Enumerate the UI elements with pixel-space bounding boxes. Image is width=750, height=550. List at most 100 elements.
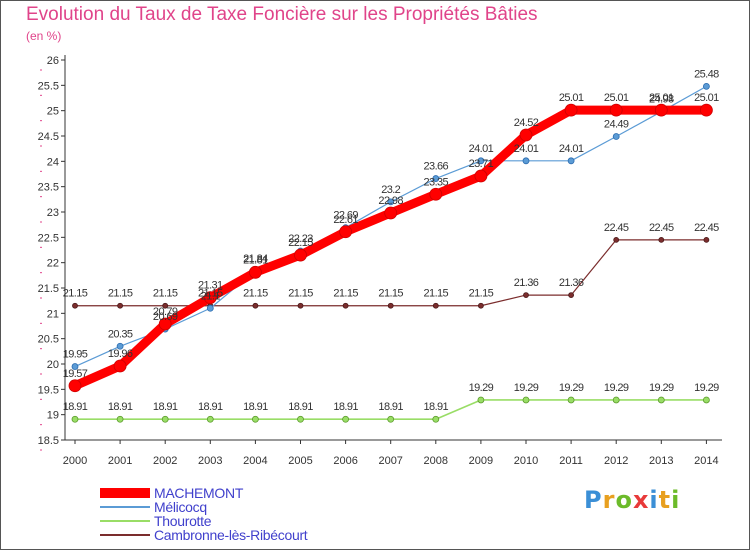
data-point-thourotte bbox=[432, 415, 440, 423]
y-tick-label: 20.5 bbox=[38, 334, 59, 346]
data-point-machemont bbox=[609, 103, 623, 117]
data-point-m-licocq bbox=[703, 82, 710, 90]
data-point-m-licocq bbox=[387, 198, 395, 206]
legend-item-machemont: MACHEMONT bbox=[100, 486, 400, 500]
data-label-m-licocq: 24.01 bbox=[469, 143, 494, 155]
legend-swatch bbox=[100, 488, 150, 498]
data-label-machemont: 19.96 bbox=[108, 348, 133, 360]
x-tick-label: 2008 bbox=[424, 455, 448, 467]
data-point-m-licocq bbox=[71, 363, 79, 370]
data-label-thourotte: 19.29 bbox=[694, 382, 719, 394]
y-tick-label: 19 bbox=[47, 410, 59, 422]
data-point-thourotte bbox=[342, 415, 350, 423]
data-point-thourotte bbox=[116, 415, 124, 423]
data-label-thourotte: 19.29 bbox=[649, 382, 674, 394]
data-point-machemont bbox=[294, 248, 307, 262]
data-label-machemont: 22.15 bbox=[288, 237, 313, 249]
x-tick-label: 2006 bbox=[333, 455, 357, 467]
data-label-machemont: 24.52 bbox=[514, 117, 539, 129]
data-label-cambronne-l-s-rib-court: 22.45 bbox=[649, 222, 674, 234]
legend: MACHEMONT Mélicocq Thourotte Cambronne-l… bbox=[100, 486, 400, 542]
y-tick-label: 25 bbox=[47, 106, 59, 118]
x-tick-label: 2014 bbox=[694, 455, 718, 467]
data-label-thourotte: 18.91 bbox=[198, 401, 223, 413]
y-tick-label: 25.5 bbox=[38, 80, 59, 92]
data-point-cambronne-l-s-rib-court bbox=[432, 302, 439, 309]
data-point-m-licocq bbox=[567, 157, 575, 165]
y-tick-label: 26 bbox=[47, 55, 59, 67]
data-label-cambronne-l-s-rib-court: 21.36 bbox=[514, 277, 539, 289]
data-point-cambronne-l-s-rib-court bbox=[523, 292, 529, 298]
legend-label: Mélicocq bbox=[154, 499, 207, 515]
data-point-m-licocq bbox=[206, 304, 214, 312]
x-tick-label: 2003 bbox=[198, 455, 222, 467]
data-point-m-licocq bbox=[522, 157, 530, 165]
data-label-cambronne-l-s-rib-court: 21.15 bbox=[198, 288, 223, 300]
x-tick-label: 2005 bbox=[288, 455, 312, 467]
data-point-thourotte bbox=[522, 396, 530, 404]
data-label-machemont: 23.35 bbox=[424, 176, 449, 188]
data-label-cambronne-l-s-rib-court: 21.15 bbox=[469, 288, 494, 300]
data-label-machemont: 19.57 bbox=[63, 368, 88, 380]
data-point-thourotte bbox=[477, 396, 485, 404]
data-label-machemont: 21.81 bbox=[243, 254, 268, 266]
y-tick-label: 18.5 bbox=[38, 435, 59, 447]
data-point-thourotte bbox=[206, 415, 214, 423]
data-point-m-licocq bbox=[477, 157, 485, 165]
data-label-cambronne-l-s-rib-court: 21.15 bbox=[108, 288, 133, 300]
data-label-m-licocq: 23.66 bbox=[424, 161, 449, 173]
y-tick-label: 23.5 bbox=[38, 182, 59, 194]
data-label-cambronne-l-s-rib-court: 21.15 bbox=[378, 288, 403, 300]
data-label-thourotte: 19.29 bbox=[604, 382, 629, 394]
data-label-machemont: 22.98 bbox=[378, 195, 403, 207]
data-label-thourotte: 19.29 bbox=[514, 382, 539, 394]
data-point-cambronne-l-s-rib-court bbox=[477, 302, 484, 309]
data-point-thourotte bbox=[161, 415, 169, 423]
data-point-thourotte bbox=[567, 396, 575, 404]
y-tick-label: 21.5 bbox=[38, 283, 59, 295]
data-label-cambronne-l-s-rib-court: 22.45 bbox=[604, 222, 629, 234]
y-tick-label: 22 bbox=[47, 258, 59, 270]
data-label-thourotte: 18.91 bbox=[153, 401, 178, 413]
data-label-thourotte: 19.29 bbox=[469, 382, 494, 394]
logo-letter: o bbox=[615, 486, 633, 514]
data-point-machemont bbox=[429, 187, 443, 201]
data-label-cambronne-l-s-rib-court: 22.45 bbox=[694, 222, 719, 234]
legend-swatch bbox=[100, 534, 150, 536]
series-line-machemont bbox=[73, 105, 707, 390]
data-point-machemont bbox=[700, 103, 713, 117]
data-label-machemont: 25.01 bbox=[649, 92, 674, 104]
data-point-cambronne-l-s-rib-court bbox=[658, 236, 665, 243]
data-label-machemont: 25.01 bbox=[604, 92, 629, 104]
data-point-cambronne-l-s-rib-court bbox=[568, 292, 574, 298]
data-point-machemont bbox=[519, 128, 533, 142]
data-point-m-licocq bbox=[432, 175, 440, 182]
legend-item-cambronne: Cambronne-lès-Ribécourt bbox=[100, 528, 400, 542]
data-point-machemont bbox=[68, 379, 82, 393]
data-point-machemont bbox=[113, 359, 127, 373]
data-label-cambronne-l-s-rib-court: 21.15 bbox=[333, 288, 358, 300]
y-tick-label: 23 bbox=[47, 207, 59, 219]
logo-letter: t bbox=[658, 486, 672, 514]
data-point-cambronne-l-s-rib-court bbox=[117, 302, 123, 309]
data-point-thourotte bbox=[703, 396, 710, 404]
x-tick-label: 2010 bbox=[514, 455, 538, 467]
data-label-m-licocq: 24.49 bbox=[604, 119, 629, 131]
data-point-machemont bbox=[654, 103, 668, 117]
data-point-cambronne-l-s-rib-court bbox=[387, 302, 394, 309]
data-label-machemont: 22.61 bbox=[333, 214, 358, 226]
data-point-thourotte bbox=[71, 415, 79, 423]
data-point-cambronne-l-s-rib-court bbox=[342, 302, 349, 309]
data-point-machemont bbox=[474, 169, 488, 183]
data-label-m-licocq: 22.69 bbox=[333, 210, 358, 222]
data-point-machemont bbox=[339, 225, 353, 239]
legend-label: MACHEMONT bbox=[154, 485, 244, 501]
proxiti-logo: Proxiti bbox=[584, 486, 680, 514]
data-label-machemont: 25.01 bbox=[559, 92, 584, 104]
data-point-cambronne-l-s-rib-court bbox=[72, 302, 78, 309]
data-label-m-licocq: 19.95 bbox=[63, 349, 88, 361]
x-tick-label: 2004 bbox=[243, 455, 267, 467]
data-point-thourotte bbox=[657, 396, 665, 404]
data-label-thourotte: 18.91 bbox=[108, 401, 133, 413]
